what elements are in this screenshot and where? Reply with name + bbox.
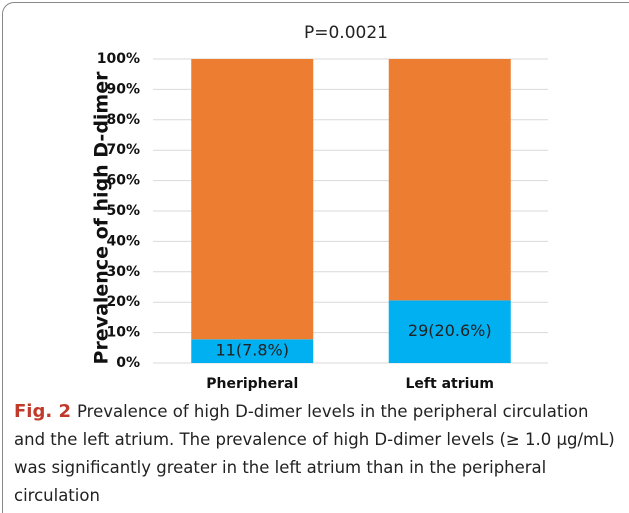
value-label: 29(20.6%) (408, 321, 492, 340)
x-tick-label: Left atrium (406, 376, 494, 392)
caption: Fig. 2 Prevalence of high D-dimer levels … (14, 398, 620, 510)
caption-text: Prevalence of high D-dimer levels in the… (14, 402, 615, 505)
y-tick-label: 80% (106, 112, 140, 128)
chart: P=0.0021 Prevalence of high D-dimer 0% 10… (91, 23, 548, 392)
bar-segment (191, 59, 314, 340)
y-tick-label: 10% (106, 325, 140, 341)
y-axis-label: Prevalence of high D-dimer (91, 71, 113, 365)
value-label: 11(7.8%) (216, 341, 290, 360)
annotation: P=0.0021 (304, 23, 388, 43)
caption-label: Fig. 2 (14, 401, 71, 422)
y-tick-label: 0% (116, 355, 140, 371)
bar-segment (388, 59, 511, 301)
bar-segment (388, 300, 511, 363)
y-tick-label: 30% (106, 264, 140, 280)
y-tick-label: 70% (106, 142, 140, 158)
x-tick-label: Pheripheral (206, 376, 298, 392)
bar-segment (191, 339, 314, 363)
y-tick-label: 90% (106, 81, 140, 97)
y-tick-label: 40% (106, 233, 140, 249)
y-tick-label: 50% (106, 203, 140, 219)
y-tick-label: 60% (106, 173, 140, 189)
y-tick-label: 20% (106, 294, 140, 310)
y-tick-label: 100% (97, 51, 140, 67)
